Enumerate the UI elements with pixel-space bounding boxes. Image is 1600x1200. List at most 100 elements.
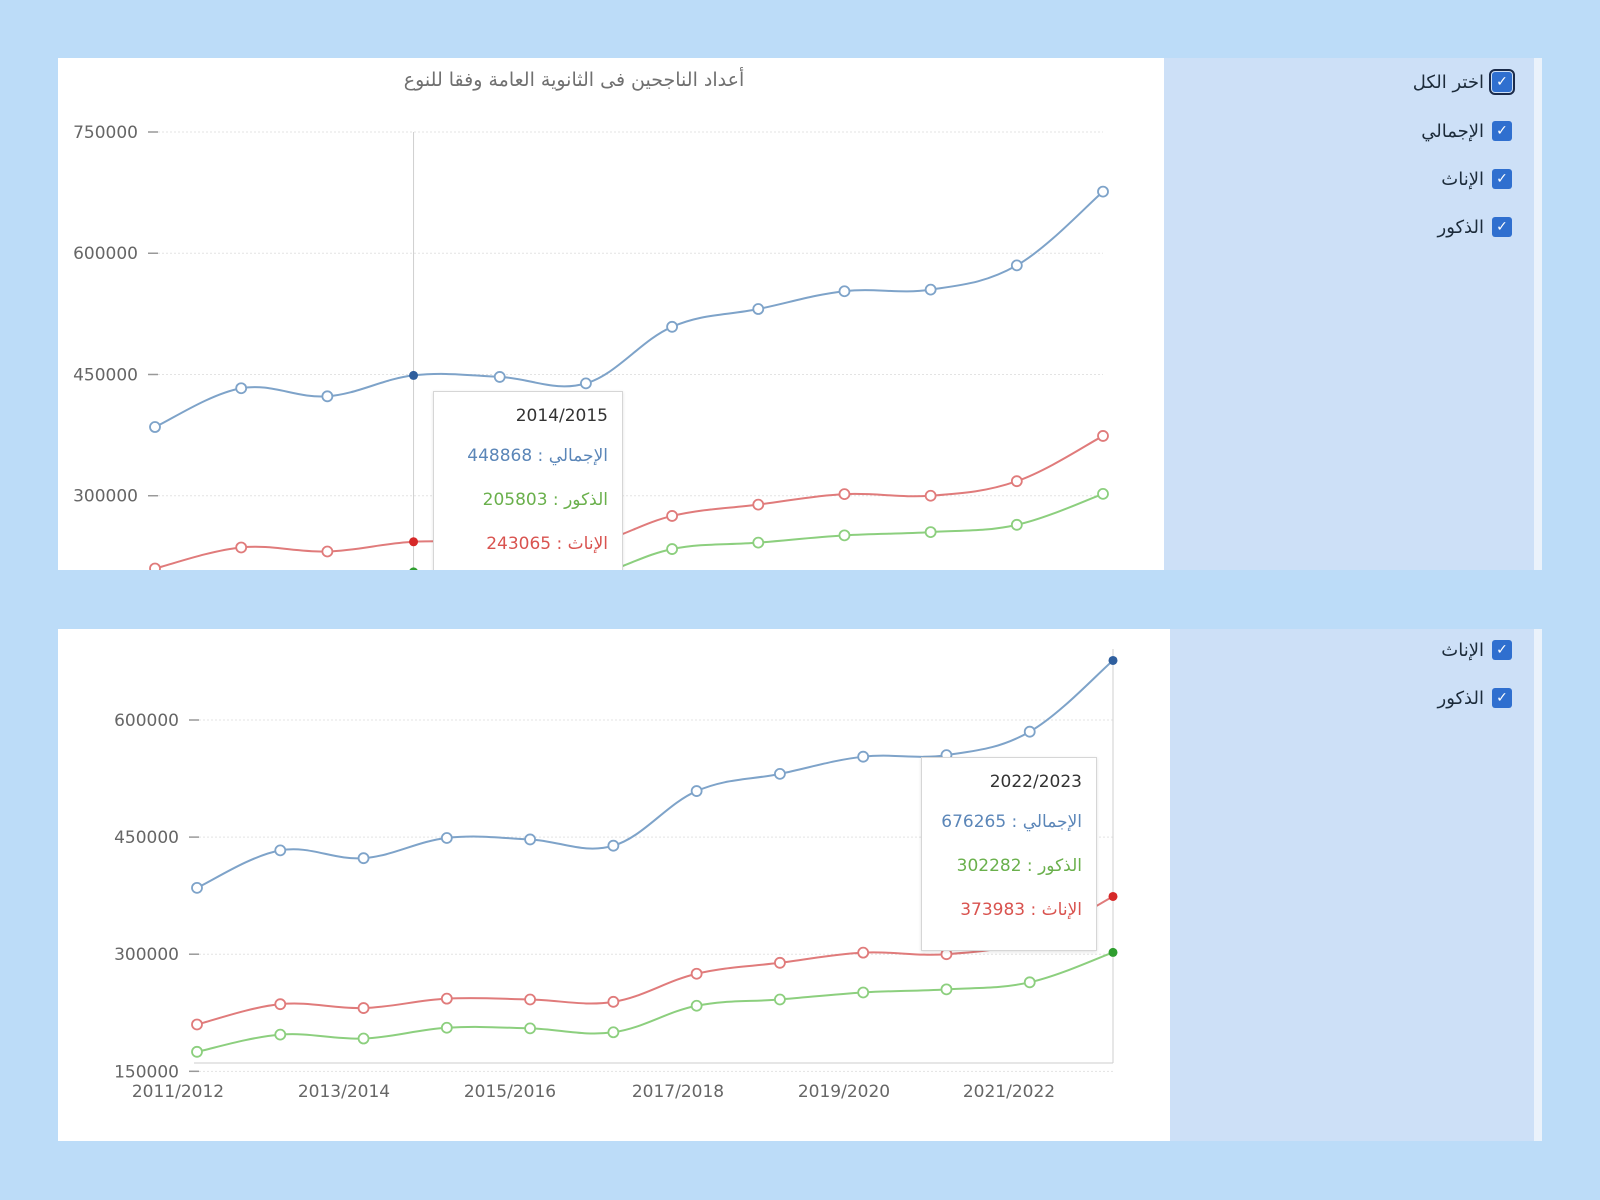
tooltip-row-females: الإناث : 373983 (960, 900, 1082, 920)
series-line-1 (196, 895, 1114, 1026)
tooltip-row-males: الذكور : 205803 (482, 490, 608, 510)
x-tick-label: 2015/2016 (464, 1082, 556, 1102)
data-point (274, 1028, 287, 1041)
data-point (191, 881, 203, 894)
total-label: الإجمالي (1421, 120, 1484, 142)
data-point (191, 1045, 203, 1058)
data-point (666, 543, 678, 555)
data-point (357, 1002, 370, 1014)
data-point (607, 839, 620, 852)
series-line-2 (608, 492, 1104, 570)
females-label: الإناث (1441, 168, 1484, 190)
series-line-0 (196, 659, 1114, 889)
data-point (857, 946, 870, 959)
top-chart-panel: أعداد الناجحين فى الثانوية العامة وفقا ل… (58, 58, 1164, 570)
data-point (357, 852, 370, 865)
data-point (774, 767, 786, 780)
data-point (924, 489, 937, 502)
data-point (409, 537, 419, 547)
data-point (690, 967, 703, 980)
y-tick-label: 450000 (73, 365, 138, 385)
data-point (774, 993, 786, 1006)
x-tick-label: 2019/2020 (798, 1082, 890, 1102)
data-point (409, 370, 419, 380)
data-point (274, 998, 287, 1011)
data-point (690, 785, 703, 797)
data-point (1010, 518, 1023, 531)
tooltip-row-total: الإجمالي : 448868 (467, 446, 608, 466)
data-point (149, 421, 161, 433)
chart-title: أعداد الناجحين فى الثانوية العامة وفقا ل… (404, 67, 744, 91)
legend-item-total[interactable]: ✓ الإجمالي (1421, 117, 1512, 145)
data-point (1023, 976, 1036, 989)
legend-item-females[interactable]: ✓ الإناث (1441, 636, 1512, 664)
data-point (1097, 487, 1109, 500)
data-point (774, 956, 786, 969)
data-point (838, 488, 851, 501)
data-point (1108, 947, 1118, 957)
legend-stripe (1534, 629, 1542, 1141)
data-point (857, 986, 870, 999)
data-point (409, 567, 418, 570)
males-checkbox[interactable]: ✓ (1492, 217, 1512, 237)
data-point (1097, 185, 1109, 198)
data-point (666, 510, 678, 522)
data-point (752, 498, 765, 511)
data-point (690, 999, 703, 1012)
data-point (524, 1022, 536, 1035)
bottom-chart-panel: 600000 450000 300000 150000 2011/2012 2013/20… (58, 629, 1170, 1141)
females-label: الإناث (1441, 639, 1484, 661)
data-point (524, 993, 536, 1006)
data-point (1023, 725, 1036, 738)
data-point (274, 844, 287, 857)
y-tick-label: 600000 (114, 711, 179, 731)
y-tick-label: 300000 (73, 487, 138, 507)
y-tick-label: 150000 (114, 1062, 179, 1082)
data-point (1010, 259, 1023, 272)
males-checkbox[interactable]: ✓ (1492, 688, 1512, 708)
bottom-tooltip: 2022/2023 الإجمالي : 676265 الذكور : 302… (921, 757, 1097, 951)
data-point (1097, 430, 1109, 442)
data-point (666, 320, 678, 333)
data-point (321, 545, 334, 558)
data-point (1108, 655, 1118, 665)
legend-select-all[interactable]: ✓ اختر الكل (1413, 68, 1515, 96)
data-point (524, 833, 536, 846)
legend-item-females[interactable]: ✓ الإناث (1441, 165, 1512, 193)
data-point (607, 995, 620, 1008)
tooltip-header: 2014/2015 (515, 406, 608, 426)
tooltip-row-females: الإناث : 243065 (486, 534, 608, 554)
data-point (321, 390, 334, 403)
data-point (924, 283, 937, 296)
y-tick-label: 300000 (114, 945, 179, 965)
data-point (940, 983, 953, 996)
males-label: الذكور (1437, 216, 1485, 238)
total-checkbox[interactable]: ✓ (1492, 121, 1512, 141)
legend-item-males[interactable]: ✓ الذكور (1437, 213, 1512, 241)
legend-item-males[interactable]: ✓ الذكور (1437, 684, 1512, 712)
tooltip-row-total: الإجمالي : 676265 (941, 812, 1082, 832)
y-tick-label: 600000 (73, 244, 138, 264)
tooltip-header: 2022/2023 (989, 772, 1082, 792)
data-point (838, 285, 851, 298)
data-point (580, 377, 592, 390)
x-tick-label: 2017/2018 (632, 1082, 724, 1102)
data-point (440, 1021, 453, 1034)
data-point (752, 303, 765, 315)
select-all-checkbox[interactable]: ✓ (1489, 69, 1515, 95)
data-point (440, 832, 453, 844)
data-point (838, 529, 851, 542)
legend-stripe (1534, 58, 1542, 570)
tooltip-row-males: الذكور : 302282 (956, 856, 1082, 876)
females-checkbox[interactable]: ✓ (1492, 169, 1512, 189)
top-chart-svg: أعداد الناجحين فى الثانوية العامة وفقا ل… (73, 67, 1109, 570)
x-tick-label: 2021/2022 (963, 1082, 1055, 1102)
data-point (235, 541, 248, 554)
data-point (607, 1026, 620, 1039)
y-tick-label: 450000 (114, 828, 179, 848)
top-tooltip: 2014/2015 الإجمالي : 448868 الذكور : 205… (433, 391, 623, 570)
data-point (440, 992, 453, 1005)
males-label: الذكور (1437, 687, 1485, 709)
females-checkbox[interactable]: ✓ (1492, 640, 1512, 660)
